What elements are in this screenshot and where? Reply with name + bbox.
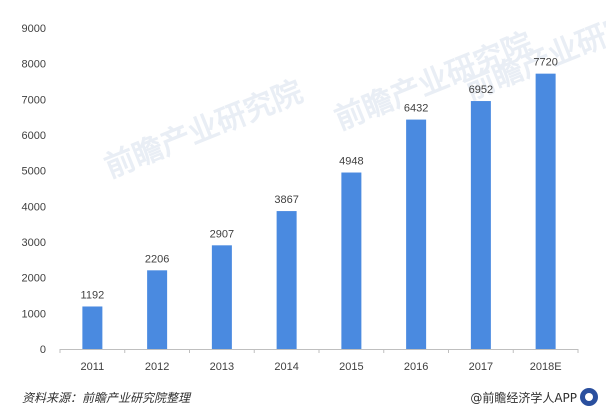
x-tick-label: 2013 — [210, 361, 234, 373]
y-tick-label: 7000 — [22, 94, 46, 106]
bar — [470, 101, 491, 349]
x-tick-label: 2018E — [530, 361, 562, 373]
y-tick-label: 1000 — [22, 308, 46, 320]
y-tick-label: 4000 — [22, 201, 46, 213]
brand-text: @前瞻经济学人APP — [470, 390, 577, 405]
bar — [406, 119, 427, 349]
y-tick-label: 3000 — [22, 237, 46, 249]
brand-logo-icon — [580, 388, 598, 406]
x-tick-label: 2014 — [274, 361, 298, 373]
x-tick-label: 2016 — [404, 361, 428, 373]
y-tick-label: 9000 — [22, 23, 46, 35]
bar — [147, 270, 168, 349]
data-label: 6432 — [404, 103, 428, 115]
data-label: 7720 — [533, 57, 557, 69]
watermark-text: 前瞻产业研究院 — [100, 74, 308, 185]
y-tick-label: 8000 — [22, 59, 46, 71]
x-tick-label: 2012 — [145, 361, 169, 373]
source-note: 资料来源：前瞻产业研究院整理 — [22, 391, 191, 405]
y-tick-label: 5000 — [22, 166, 46, 178]
data-labels: 1192 2206 2907 3867 4948 6432 6952 7720 — [81, 57, 558, 302]
x-axis: 2011 2012 2013 2014 2015 2016 2017 2018E — [59, 349, 579, 373]
bar — [535, 73, 556, 350]
data-label: 2907 — [210, 228, 234, 240]
data-label: 6952 — [469, 84, 493, 96]
bars — [82, 73, 556, 350]
y-axis: 0 1000 2000 3000 4000 5000 6000 7000 8000 9000 — [22, 23, 46, 356]
bar — [276, 211, 297, 349]
bar — [82, 306, 103, 349]
data-label: 2206 — [145, 253, 169, 265]
data-label: 3867 — [274, 194, 298, 206]
y-tick-label: 6000 — [22, 130, 46, 142]
data-label: 1192 — [81, 289, 105, 301]
brand-credit: @前瞻经济学人APP — [470, 388, 598, 406]
bar — [341, 172, 362, 349]
bar — [211, 245, 232, 349]
x-tick-label: 2015 — [339, 361, 363, 373]
y-tick-label: 0 — [40, 344, 46, 356]
data-label: 4948 — [339, 156, 363, 168]
y-tick-label: 2000 — [22, 273, 46, 285]
x-tick-label: 2011 — [81, 361, 105, 373]
x-tick-label: 2017 — [469, 361, 493, 373]
